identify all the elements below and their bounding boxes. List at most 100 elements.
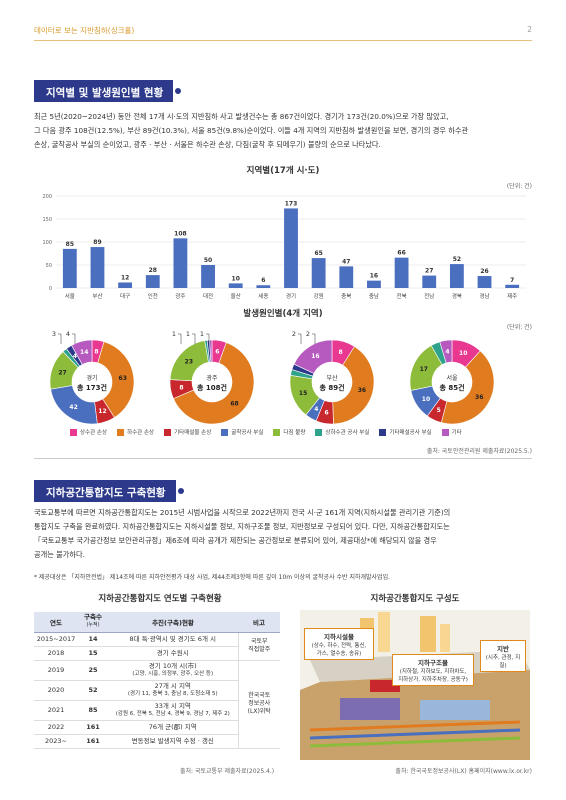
bar-value-label: 7 (510, 277, 514, 284)
slice-label: 4 (445, 348, 449, 355)
cell-year: 2018 (34, 646, 78, 661)
x-tick-label: 부산 (92, 292, 102, 300)
legend-swatch (441, 429, 449, 436)
bar-chart: 0 50 100 150 200 85 서울 89 부산 12 대구 28 인천 108 광주 50 대전 10 울… (42, 194, 526, 300)
legend-label: 기타매설공사 부실 (389, 430, 432, 436)
bar (477, 276, 492, 288)
cell-year: 2020 (34, 680, 78, 701)
cell-count: 15 (78, 646, 108, 661)
slice-label: 6 (324, 410, 328, 417)
bar-value-label: 26 (480, 268, 488, 275)
legend-label: 굴착공사 부실 (231, 430, 264, 436)
table-row: 2020 52 27개 시 지역 (경기 11, 충북 3, 충남 8, 도청소재 5… (34, 680, 280, 701)
col-note: 비고 (238, 612, 280, 633)
cell-year: 2021 (34, 700, 78, 721)
x-tick-label: 경북 (452, 293, 462, 300)
donut-slice (71, 339, 93, 365)
x-tick-label: 대구 (120, 292, 130, 300)
legend-item: 굴착공사 부실 (221, 428, 263, 436)
para-line: 「국토교통부 국가공간정보 보안관리규정」제6조에 따라 공개가 제한되는 공간… (34, 536, 437, 545)
legend-item: 하수관 손상 (117, 428, 154, 436)
donut-hole (193, 363, 231, 401)
cell-year: 2019 (34, 660, 78, 681)
legend-swatch (379, 429, 387, 436)
donut-name: 경기 (86, 374, 97, 382)
y-tick-label: 150 (42, 217, 52, 223)
cell-note-lx: 한국국토 정보공사 (LX)위탁 (237, 660, 280, 749)
bar (62, 248, 77, 288)
donut-slice (209, 339, 213, 363)
donut-slice (173, 342, 255, 424)
cell-count: 161 (78, 734, 108, 749)
slice-label: 10 (422, 396, 430, 403)
bar (367, 280, 381, 288)
legend-label: 기타매설물 손상 (174, 430, 212, 436)
cell-desc: 경기 수원시 (108, 646, 238, 661)
bar-chart-unit: (단위: 건) (506, 183, 532, 190)
box-underground-structures: 지하구조물 (지하철, 지하보도, 지하차도, 지하상가, 지하주차장, 공동구) (392, 654, 474, 686)
section-title-region: 지역별 및 발생원인별 현황 (34, 80, 182, 102)
para-line: 공개는 불가하다. (34, 550, 85, 559)
divider (34, 458, 532, 459)
construction-table: 연도 구축수 (누적) 추진(구축)현황 비고 2015~2017 14 8대 특·광… (34, 612, 280, 749)
legend-item: 기타매설물 손상 (164, 428, 211, 436)
slice-label: 4 (73, 353, 77, 360)
leader-line (58, 333, 62, 344)
donut-total: 총 108건 (197, 383, 227, 392)
box-ground: 지반 (시추, 관정, 지질) (480, 640, 526, 672)
x-tick-label: 충남 (369, 292, 379, 300)
para-line: 국토교통부에 따르면 지하공간통합지도는 2015년 시범사업을 시작으로 20… (34, 508, 451, 517)
x-tick-label: 강원 (314, 292, 324, 300)
outside-label: 1 (186, 330, 190, 338)
leader-line (298, 333, 302, 344)
leader-line (206, 333, 210, 344)
cell-note-mltm: 국토부 직접발주 (237, 632, 280, 661)
bar (311, 258, 326, 288)
bar-value-label: 47 (342, 258, 350, 265)
col-desc: 추진(구축)현황 (108, 612, 238, 633)
outside-label: 4 (66, 330, 70, 338)
cell-count: 25 (78, 660, 108, 681)
table-row: 2019 25 경기 10개 시(市) (고양, 시흥, 의정부, 광주, 오산 등)… (34, 660, 280, 749)
legend-label: 상하수관 공사 부실 (325, 430, 370, 436)
legend-label: 다짐 불량 (283, 430, 306, 436)
section-title-text: 지하공간통합지도 구축현황 (46, 487, 166, 499)
legend-item: 기타 (441, 428, 462, 436)
x-tick-label: 경기 (286, 292, 296, 300)
chart-source: 출처: 국토안전관리원 제출자료(2025.5.) (426, 448, 532, 455)
outside-label: 1 (172, 330, 176, 338)
legend-item: 다짐 불량 (273, 428, 305, 436)
slice-label: 16 (311, 353, 319, 360)
x-tick-label: 충북 (341, 292, 351, 300)
header-title: 데이터로 보는 지반침하(싱크홀) (34, 26, 135, 35)
pie-chart-title: 발생원인별(4개 지역) (243, 309, 323, 319)
x-tick-label: 광주 (175, 293, 185, 300)
donut-slice (97, 341, 135, 418)
cell-desc: 변동정보 발생지역 수정 · 갱신 (108, 734, 238, 749)
bar-value-label: 50 (204, 257, 212, 264)
donut-slice (440, 350, 495, 424)
bar (145, 275, 160, 288)
donut-total: 총 89건 (319, 383, 344, 392)
underground-diagram: 지하시설물 (상수, 하수, 전력, 통신, 가스, 열수송, 송유) 지하구조물(… (300, 610, 530, 760)
pie-chart-unit: (단위: 건) (506, 324, 532, 331)
bar (284, 208, 298, 288)
bar-value-label: 27 (425, 268, 433, 275)
donut-hole (73, 363, 111, 401)
legend-swatch (70, 429, 77, 436)
slice-label: 8 (339, 349, 343, 356)
diagram-title: 지하공간통합지도 구성도 (370, 594, 460, 604)
bar-value-label: 66 (397, 250, 405, 257)
donut-name: 부산 (326, 374, 338, 382)
slice-label: 27 (58, 369, 66, 376)
para-line: 최근 5년(2020~2024년) 동안 전체 17개 시·도의 지반침하 사고… (34, 112, 449, 121)
bar-value-label: 12 (121, 274, 129, 281)
slice-label: 36 (475, 394, 483, 401)
slice-label: 15 (299, 390, 307, 397)
y-tick-label: 200 (42, 194, 52, 200)
section-title-underground: 지하공간통합지도 구축현황 (34, 480, 184, 502)
donut-name: 광주 (206, 375, 218, 382)
page-number: 2 (527, 25, 532, 34)
table-row: 2021 85 33개 시 지역 (강원 6, 전북 5, 전남 4, 경북 9, 경… (34, 700, 280, 721)
footnote: * 제공대상은 「지하안전법」 제14조에 따른 지하안전평가 대상 사업, 제… (34, 574, 390, 581)
